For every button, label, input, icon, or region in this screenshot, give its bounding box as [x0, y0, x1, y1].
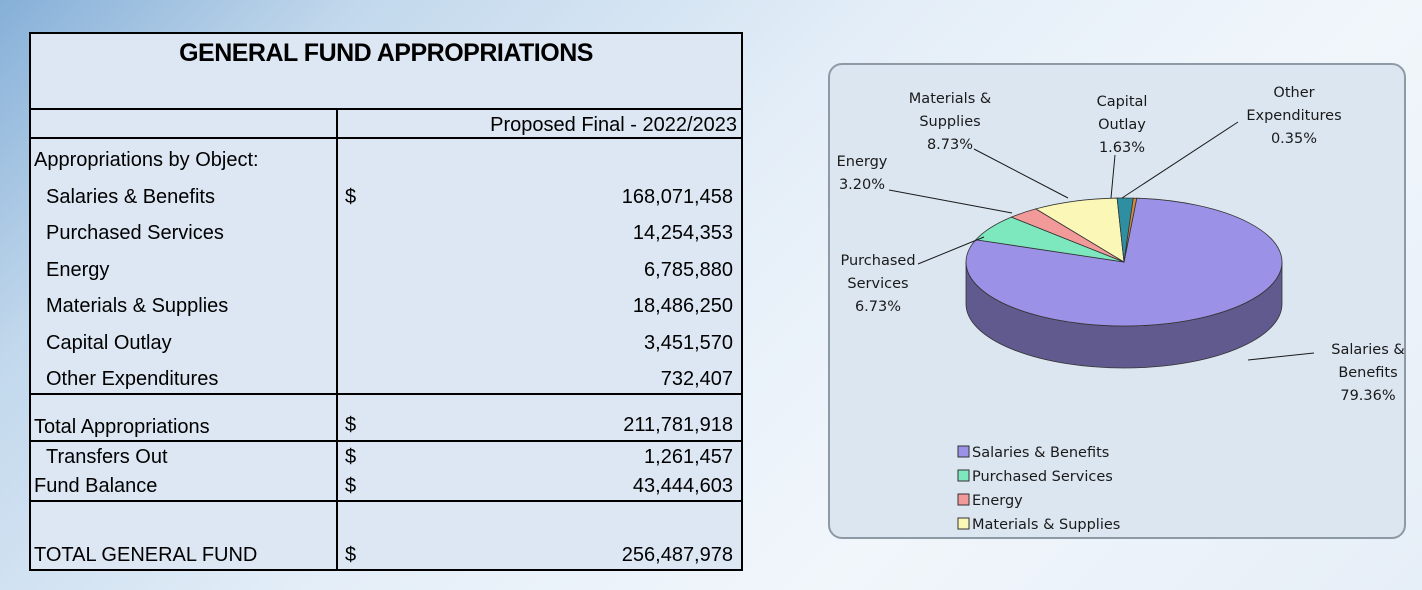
pie-slice-materials-supplies — [1034, 197, 1125, 263]
column-divider — [336, 108, 338, 571]
row-label: Transfers Out — [46, 446, 168, 468]
leader-line — [917, 236, 985, 265]
dollar-sign: $ — [345, 414, 357, 436]
legend-label: Energy — [972, 493, 1023, 509]
leader-line — [888, 189, 1013, 214]
row-amount: 43,444,603 — [632, 475, 733, 497]
column-header: Proposed Final - 2022/2023 — [490, 114, 737, 136]
row-label: Total Appropriations — [34, 416, 210, 438]
slice-label: Materials & Supplies 8.73% — [909, 91, 991, 153]
leader-line — [973, 148, 1069, 199]
leader-line — [1110, 154, 1116, 199]
row-amount: 211,781,918 — [623, 414, 733, 436]
row-amount: 168,071,458 — [621, 186, 733, 208]
dollar-sign: $ — [345, 446, 357, 468]
slice-label: Energy 3.20% — [837, 154, 888, 193]
row-amount: 6,785,880 — [644, 259, 733, 281]
divider — [31, 440, 741, 442]
row-label: Materials & Supplies — [46, 295, 229, 317]
leader-line — [1121, 121, 1239, 199]
row-amount: 1,261,457 — [644, 446, 733, 468]
legend-swatch — [957, 445, 970, 458]
legend-label: Salaries & Benefits — [972, 445, 1109, 461]
slice-label: Other Expenditures 0.35% — [1246, 85, 1341, 147]
divider — [31, 137, 741, 139]
row-label: Energy — [46, 259, 110, 281]
general-fund-table: GENERAL FUND APPROPRIATIONS Proposed Fin… — [29, 32, 743, 571]
pie-slice-other-expenditures — [1123, 197, 1138, 263]
dollar-sign: $ — [345, 186, 357, 208]
slice-label: Purchased Services 6.73% — [840, 253, 915, 315]
leader-line — [1247, 352, 1315, 361]
divider — [31, 108, 741, 110]
row-amount: 14,254,353 — [632, 222, 733, 244]
row-label: TOTAL GENERAL FUND — [34, 544, 258, 566]
row-label: Salaries & Benefits — [46, 186, 215, 208]
section-label: Appropriations by Object: — [34, 149, 259, 171]
legend-label: Materials & Supplies — [972, 517, 1120, 533]
row-amount: 256,487,978 — [621, 544, 733, 566]
pie-chart-panel: Salaries & Benefits 79.36% Purchased Service… — [828, 63, 1406, 539]
table-title: GENERAL FUND APPROPRIATIONS — [179, 39, 593, 67]
row-label: Capital Outlay — [46, 332, 172, 354]
legend-swatch — [957, 517, 970, 530]
row-amount: 732,407 — [660, 368, 733, 390]
row-amount: 3,451,570 — [644, 332, 733, 354]
dollar-sign: $ — [345, 475, 357, 497]
slice-label: Capital Outlay 1.63% — [1097, 94, 1148, 156]
legend-swatch — [957, 469, 970, 482]
slice-label: Salaries & Benefits 79.36% — [1331, 342, 1404, 404]
pie-chart: Salaries & Benefits 79.36% Purchased Service… — [837, 85, 1405, 533]
row-label: Fund Balance — [34, 475, 158, 497]
legend-label: Purchased Services — [972, 469, 1113, 485]
row-label: Other Expenditures — [46, 368, 219, 390]
dollar-sign: $ — [345, 544, 357, 566]
divider — [31, 393, 741, 395]
row-label: Purchased Services — [46, 222, 224, 244]
row-amount: 18,486,250 — [632, 295, 733, 317]
legend-swatch — [957, 493, 970, 506]
divider — [31, 500, 741, 502]
